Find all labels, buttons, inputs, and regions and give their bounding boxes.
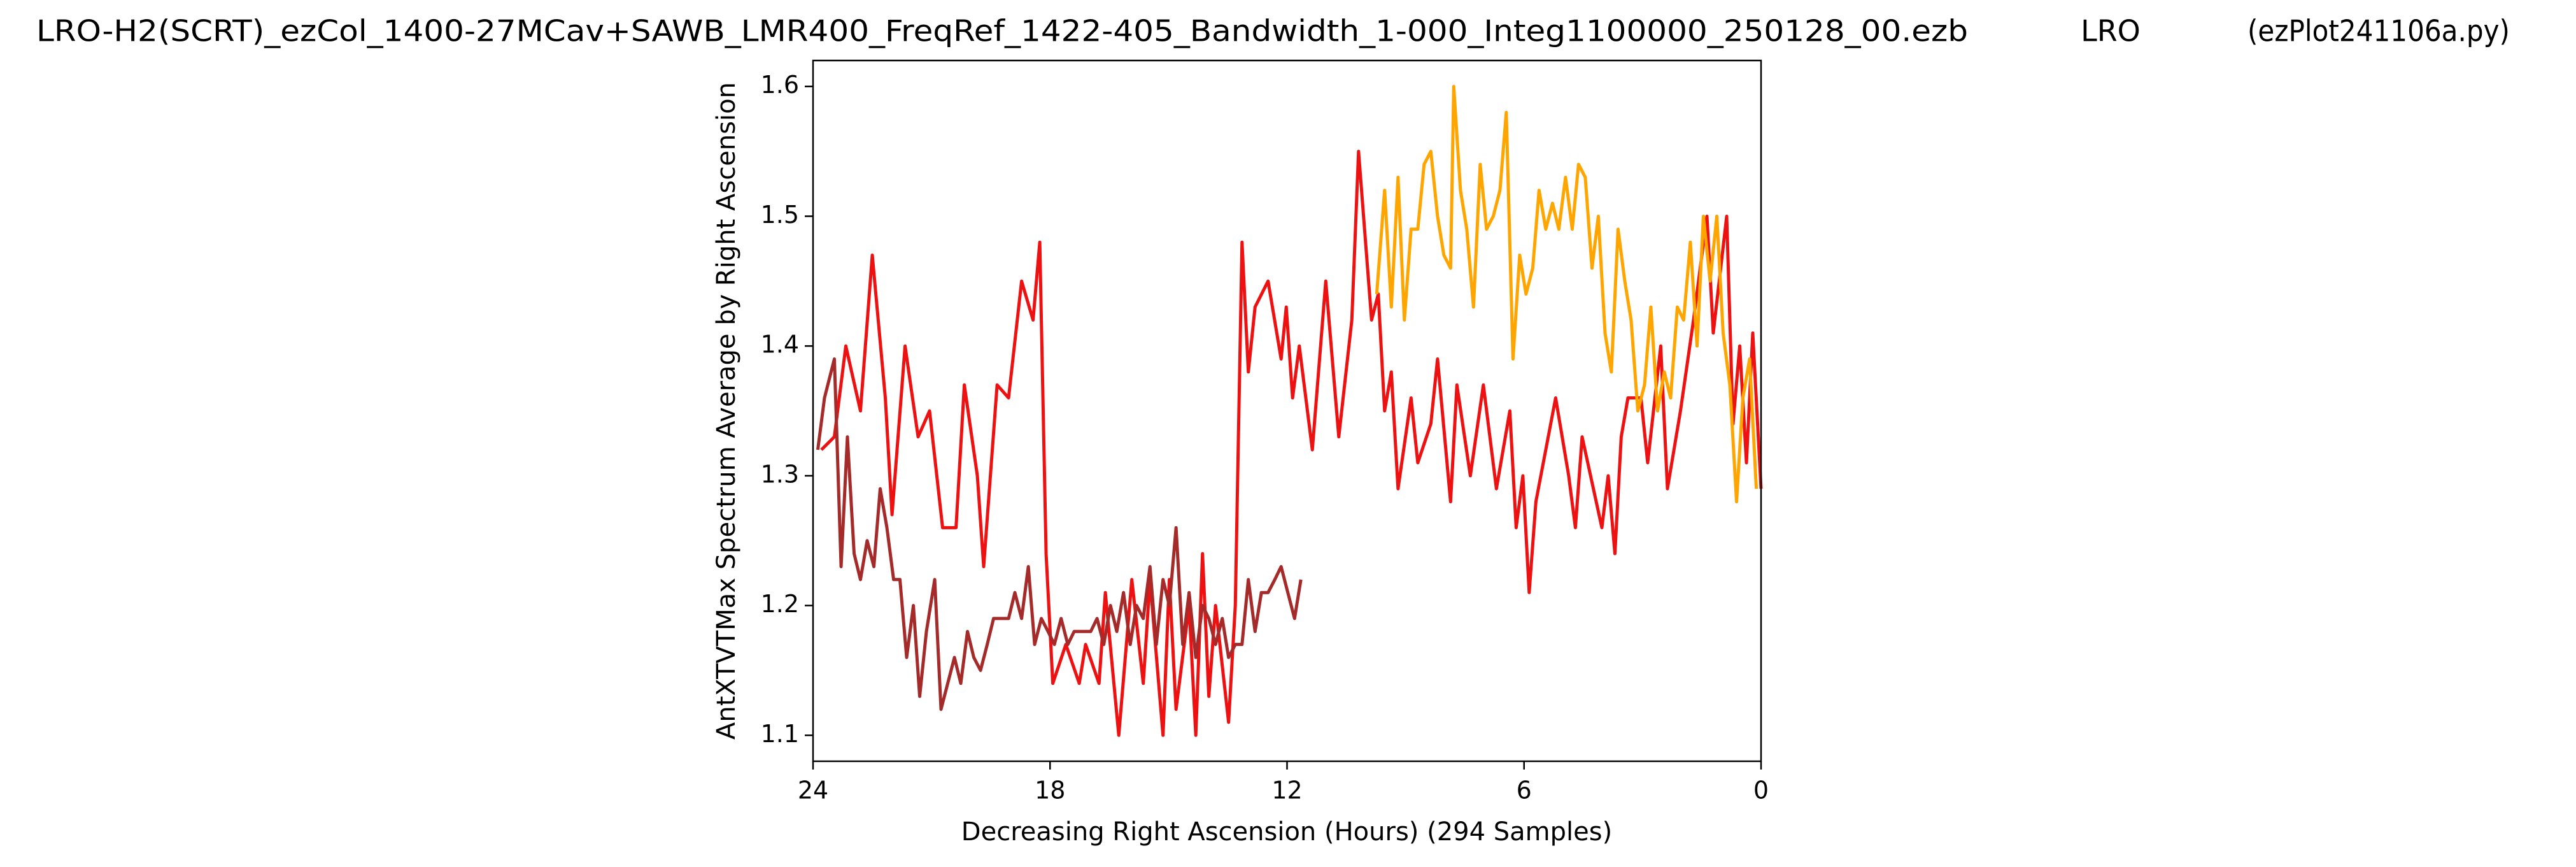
y-axis-label: AntXTVTMax Spectrum Average by Right Asc… [712,82,741,740]
x-axis-label: Decreasing Right Ascension (Hours) (294 … [961,817,1612,847]
y-tick-label: 1.4 [761,331,799,359]
x-tick-label: 18 [1035,777,1065,805]
chart-title: LRO-H2(SCRT)_ezCol_1400-27MCav+SAWB_LMR4… [36,14,1968,48]
plot-frame [812,59,1762,763]
y-tick-label: 1.5 [761,201,799,229]
x-tick-label: 0 [1753,777,1769,805]
x-tick-label: 24 [798,777,828,805]
x-tick-label: 12 [1271,777,1302,805]
data-line [816,357,1303,712]
chart-title-site: LRO [2081,14,2141,48]
y-tick-label: 1.1 [761,720,799,748]
y-tick-label: 1.2 [761,590,799,618]
data-line [820,150,1763,737]
chart-title-program: (ezPlot241106a.py) [2247,14,2510,48]
x-tick-label: 6 [1517,777,1532,805]
y-tick-label: 1.3 [761,460,799,488]
data-line [1375,85,1759,504]
y-tick-label: 1.6 [761,71,799,99]
